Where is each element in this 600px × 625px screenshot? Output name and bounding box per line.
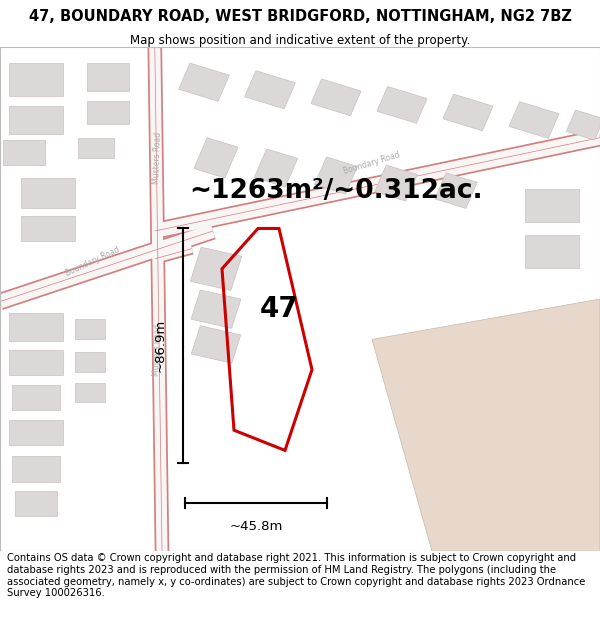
Polygon shape [21,216,75,241]
Polygon shape [3,140,45,166]
Polygon shape [372,299,600,551]
Polygon shape [75,319,105,339]
Polygon shape [443,94,493,131]
Polygon shape [75,382,105,402]
Polygon shape [9,420,63,446]
Polygon shape [194,138,238,178]
Polygon shape [566,110,600,140]
Text: Musters Road: Musters Road [152,323,163,376]
Text: Boundary Road: Boundary Road [65,245,121,278]
Polygon shape [12,456,60,482]
Polygon shape [9,63,63,96]
Polygon shape [314,157,358,194]
Polygon shape [311,79,361,116]
Text: Map shows position and indicative extent of the property.: Map shows position and indicative extent… [130,34,470,47]
Text: Boundary Road: Boundary Road [343,150,401,176]
Polygon shape [191,326,241,363]
Polygon shape [525,189,579,222]
Text: 47, BOUNDARY ROAD, WEST BRIDGFORD, NOTTINGHAM, NG2 7BZ: 47, BOUNDARY ROAD, WEST BRIDGFORD, NOTTI… [29,9,571,24]
Text: ~45.8m: ~45.8m [229,519,283,532]
Polygon shape [179,63,229,101]
Polygon shape [435,173,477,208]
Polygon shape [9,106,63,134]
Polygon shape [377,86,427,123]
Text: ~86.9m: ~86.9m [154,319,167,372]
Polygon shape [15,491,57,516]
Polygon shape [525,235,579,268]
Polygon shape [87,63,129,91]
Polygon shape [75,352,105,372]
Text: 47: 47 [260,295,298,323]
Polygon shape [21,178,75,208]
Text: ~1263m²/~0.312ac.: ~1263m²/~0.312ac. [189,177,483,204]
Polygon shape [245,71,295,109]
Polygon shape [9,349,63,375]
Polygon shape [78,138,114,158]
Text: Musters Road: Musters Road [152,132,163,184]
Polygon shape [191,290,241,328]
Polygon shape [9,313,63,341]
Polygon shape [509,102,559,138]
Polygon shape [12,385,60,410]
Polygon shape [87,101,129,124]
Polygon shape [375,165,417,201]
Polygon shape [190,247,242,291]
Polygon shape [254,149,298,187]
Text: Contains OS data © Crown copyright and database right 2021. This information is : Contains OS data © Crown copyright and d… [7,554,586,598]
